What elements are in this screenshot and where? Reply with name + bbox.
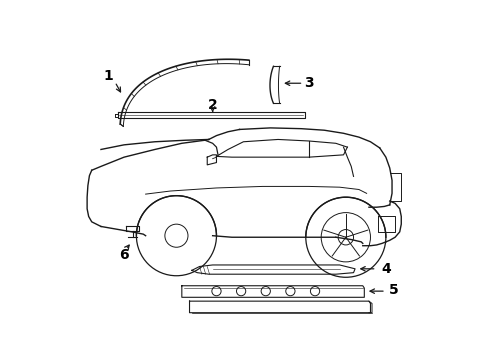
Text: 4: 4 xyxy=(381,262,391,276)
Text: 5: 5 xyxy=(389,283,398,297)
Text: 2: 2 xyxy=(208,98,218,112)
Text: 6: 6 xyxy=(119,248,129,262)
Text: 3: 3 xyxy=(304,76,314,90)
Text: 1: 1 xyxy=(104,68,114,82)
